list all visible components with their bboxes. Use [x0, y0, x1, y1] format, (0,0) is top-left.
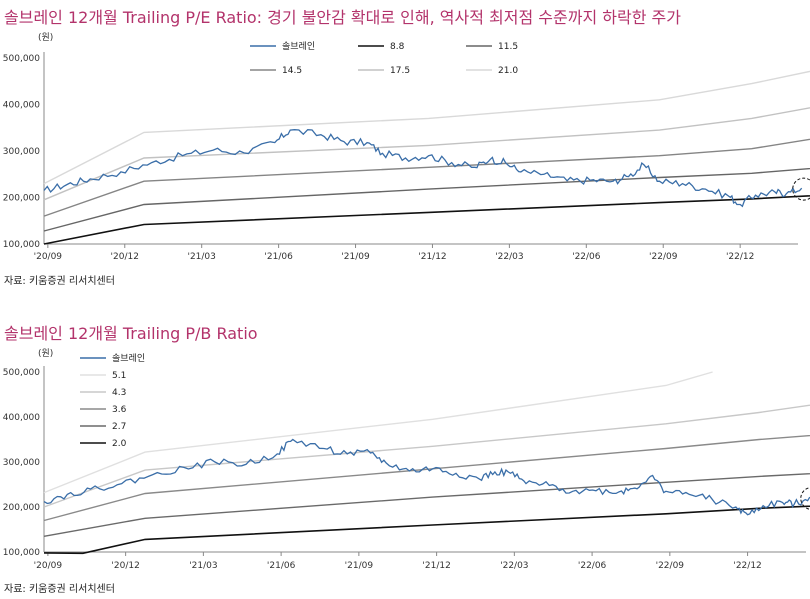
multiple-line-5-1 [43, 371, 713, 494]
chart1-svg: (원) 100,000 200,000 300,000 400,000 500,000 '2… [3, 32, 810, 262]
y-unit-label: (원) [38, 348, 53, 359]
legend-label: 21.0 [498, 66, 518, 76]
y-tick-label: 300,000 [3, 147, 40, 157]
x-tick-label: '20/09 [34, 561, 63, 571]
chart2-svg: (원) 100,000 200,000 300,000 400,000 500,000 '2… [3, 348, 810, 571]
legend-label: 2.7 [112, 422, 126, 432]
x-tick-label: '22/03 [500, 561, 528, 571]
y-tick-label: 200,000 [3, 503, 40, 513]
y-tick-label: 200,000 [3, 194, 40, 204]
multiple-line-4-3 [43, 404, 810, 508]
multiple-line-3-6 [43, 434, 810, 522]
legend-label: 솔브레인 [282, 41, 315, 52]
x-tick-label: '21/03 [189, 561, 217, 571]
chart1-source: 자료: 키움증권 리서치센터 [4, 276, 115, 287]
x-tick-label: '21/09 [345, 561, 374, 571]
multiple-line-21-0 [43, 70, 810, 185]
x-tick-label: '21/06 [267, 561, 296, 571]
multiple-line-8-8 [43, 195, 810, 245]
multiple-line-11-5 [43, 167, 810, 232]
x-tick-label: '21/03 [187, 252, 215, 262]
y-tick-label: 400,000 [3, 413, 40, 423]
x-tick-label: '21/12 [418, 252, 446, 262]
x-tick-label: '21/06 [264, 252, 293, 262]
multiple-line-2-0 [43, 505, 810, 555]
multiple-line-17-5 [43, 107, 810, 201]
y-tick-label: 500,000 [3, 368, 40, 378]
legend-label: 솔브레인 [112, 353, 145, 364]
legend-label: 11.5 [498, 42, 518, 52]
x-tick-label: '20/12 [111, 252, 139, 262]
price-line [43, 438, 810, 516]
x-tick-label: '21/12 [422, 561, 450, 571]
chart2-source: 자료: 키움증권 리서치센터 [4, 584, 115, 595]
chart1-title: 솔브레인 12개월 Trailing P/E Ratio: 경기 불안감 확대로… [4, 8, 681, 27]
x-tick-label: '22/12 [726, 252, 754, 262]
price-line [43, 129, 803, 208]
multiple-line-2-7 [43, 472, 810, 537]
legend-label: 8.8 [390, 42, 405, 52]
x-tick-label: '22/06 [578, 561, 607, 571]
x-tick-label: '22/03 [495, 252, 523, 262]
legend-label: 2.0 [112, 439, 127, 449]
x-tick-label: '21/09 [341, 252, 370, 262]
legend-label: 17.5 [390, 66, 410, 76]
legend-label: 4.3 [112, 388, 126, 398]
y-tick-label: 500,000 [3, 54, 40, 64]
x-tick-label: '22/12 [733, 561, 761, 571]
x-tick-label: '20/12 [111, 561, 139, 571]
x-tick-label: '20/09 [34, 252, 63, 262]
x-tick-label: '22/06 [572, 252, 601, 262]
legend-label: 14.5 [282, 66, 302, 76]
y-tick-label: 100,000 [3, 548, 40, 558]
y-tick-label: 400,000 [3, 101, 40, 111]
y-tick-label: 300,000 [3, 458, 40, 468]
y-unit-label: (원) [38, 32, 53, 43]
x-tick-label: '22/09 [649, 252, 678, 262]
chart2-title: 솔브레인 12개월 Trailing P/B Ratio [4, 324, 258, 343]
legend-label: 5.1 [112, 371, 126, 381]
multiple-line-14-5 [43, 138, 810, 217]
legend-label: 3.6 [112, 405, 127, 415]
x-tick-label: '22/09 [656, 561, 685, 571]
y-tick-label: 100,000 [3, 240, 40, 250]
highlight-circle [792, 177, 810, 201]
